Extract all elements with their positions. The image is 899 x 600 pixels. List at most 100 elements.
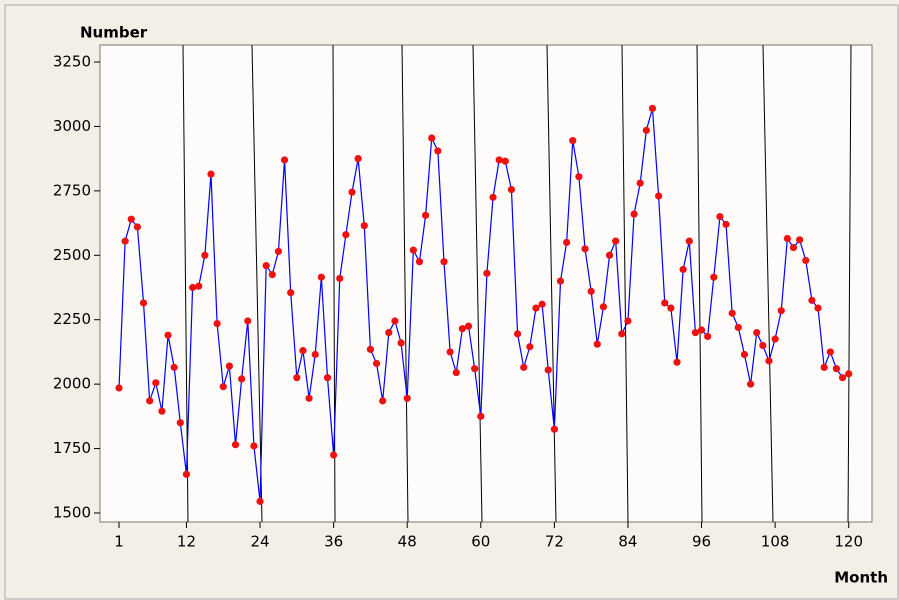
data-point <box>569 137 576 144</box>
data-point <box>293 374 300 381</box>
data-point <box>661 299 668 306</box>
data-point <box>741 351 748 358</box>
data-point <box>355 155 362 162</box>
data-point <box>588 288 595 295</box>
data-point <box>845 370 852 377</box>
x-tick-label: 120 <box>834 533 863 551</box>
data-point <box>158 408 165 415</box>
data-point <box>735 324 742 331</box>
data-point <box>502 158 509 165</box>
data-point <box>453 369 460 376</box>
data-point <box>220 383 227 390</box>
data-point <box>545 366 552 373</box>
data-point <box>532 305 539 312</box>
y-axis-title: Number <box>80 24 148 42</box>
y-tick-label: 1750 <box>53 439 91 457</box>
data-point <box>281 156 288 163</box>
data-point <box>171 364 178 371</box>
data-point <box>404 395 411 402</box>
data-point <box>459 325 466 332</box>
data-point <box>796 236 803 243</box>
y-tick-label: 2750 <box>53 181 91 199</box>
data-point <box>342 231 349 238</box>
y-tick-label: 2500 <box>53 246 91 264</box>
data-point <box>391 317 398 324</box>
data-point <box>551 426 558 433</box>
data-point <box>600 303 607 310</box>
data-point <box>618 330 625 337</box>
x-tick-label: 12 <box>177 533 196 551</box>
data-point <box>557 277 564 284</box>
data-point <box>269 271 276 278</box>
data-point <box>385 329 392 336</box>
data-point <box>177 419 184 426</box>
y-tick-label: 2250 <box>53 310 91 328</box>
data-point <box>790 244 797 251</box>
data-point <box>698 326 705 333</box>
data-point <box>643 127 650 134</box>
data-point <box>256 498 263 505</box>
data-point <box>238 375 245 382</box>
y-tick-label: 1500 <box>53 503 91 521</box>
data-point <box>649 105 656 112</box>
data-point <box>434 147 441 154</box>
data-point <box>655 192 662 199</box>
data-point <box>465 323 472 330</box>
data-point <box>827 348 834 355</box>
data-point <box>821 364 828 371</box>
data-point <box>140 299 147 306</box>
data-point <box>305 395 312 402</box>
data-point <box>214 320 221 327</box>
data-point <box>839 374 846 381</box>
data-point <box>637 180 644 187</box>
x-tick-label: 24 <box>250 533 269 551</box>
data-point <box>520 364 527 371</box>
data-point <box>765 357 772 364</box>
x-tick-label: 48 <box>398 533 417 551</box>
data-point <box>183 471 190 478</box>
data-point <box>226 362 233 369</box>
x-tick-label: 84 <box>618 533 637 551</box>
y-tick-label: 3000 <box>53 117 91 135</box>
data-point <box>232 441 239 448</box>
data-point <box>802 257 809 264</box>
data-point <box>753 329 760 336</box>
data-point <box>367 346 374 353</box>
data-point <box>686 238 693 245</box>
data-point <box>471 365 478 372</box>
data-point <box>422 212 429 219</box>
data-point <box>122 238 129 245</box>
x-tick-label: 36 <box>324 533 343 551</box>
data-point <box>612 238 619 245</box>
data-point <box>814 305 821 312</box>
data-point <box>680 266 687 273</box>
data-point <box>336 275 343 282</box>
y-tick-label: 2000 <box>53 375 91 393</box>
data-point <box>692 329 699 336</box>
data-point <box>772 335 779 342</box>
data-point <box>152 379 159 386</box>
data-point <box>594 341 601 348</box>
data-point <box>630 210 637 217</box>
data-point <box>275 248 282 255</box>
data-point <box>416 258 423 265</box>
y-tick-label: 3250 <box>53 53 91 71</box>
data-point <box>729 310 736 317</box>
data-point <box>146 397 153 404</box>
data-point <box>483 270 490 277</box>
data-point <box>489 194 496 201</box>
data-point <box>624 317 631 324</box>
data-point <box>667 305 674 312</box>
data-point <box>379 397 386 404</box>
data-point <box>361 222 368 229</box>
data-point <box>704 333 711 340</box>
x-axis-title: Month <box>834 569 888 587</box>
data-point <box>759 342 766 349</box>
data-point <box>526 343 533 350</box>
data-point <box>189 284 196 291</box>
data-point <box>287 289 294 296</box>
x-tick-label: 108 <box>761 533 790 551</box>
data-point <box>447 348 454 355</box>
data-point <box>833 365 840 372</box>
data-point <box>263 262 270 269</box>
